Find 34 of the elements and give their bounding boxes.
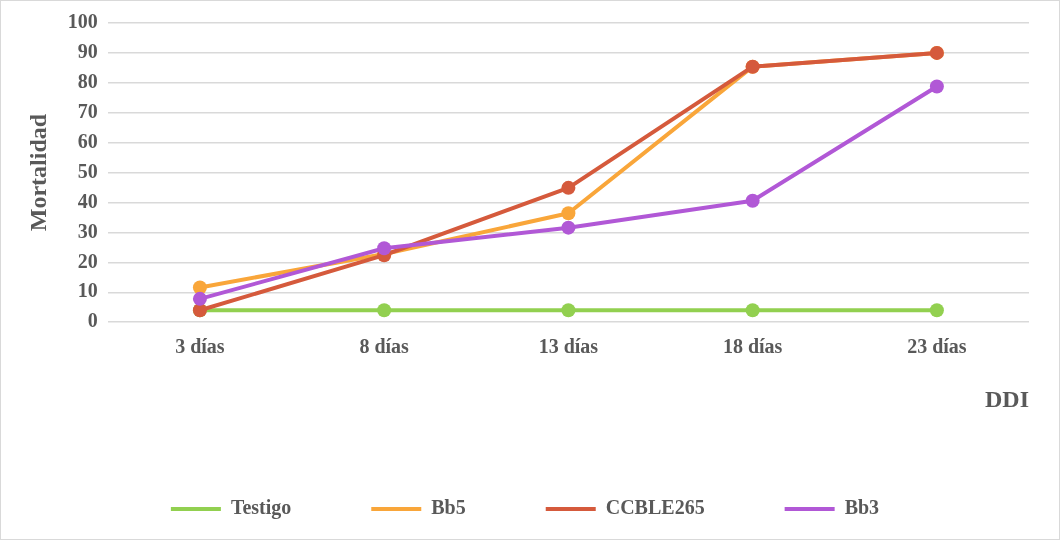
y-tick-label: 10 [77, 279, 98, 302]
x-tick-label: 23 días [907, 335, 967, 358]
y-tick-label: 20 [77, 249, 98, 272]
y-tick-label: 70 [77, 99, 98, 122]
point [929, 79, 944, 94]
x-tick-label: 13 días [538, 335, 599, 358]
y-tick-label: 50 [77, 159, 98, 182]
x-tick-label: 8 días [359, 335, 410, 358]
y-tick-label: 40 [77, 189, 98, 212]
point [192, 280, 207, 295]
legend-label: Bb5 [431, 496, 466, 519]
point [745, 193, 760, 208]
legend-label: Bb3 [844, 496, 880, 519]
y-tick-label: 30 [77, 219, 98, 242]
point [561, 220, 576, 235]
point [929, 303, 944, 318]
x-axis-title: DDI [984, 385, 1029, 412]
y-tick-label: 0 [87, 309, 98, 332]
point [192, 291, 207, 306]
point [377, 303, 392, 318]
point [377, 241, 392, 256]
y-tick-label: 80 [77, 70, 98, 93]
y-axis-title: Mortalidad [24, 113, 51, 232]
x-tick-label: 18 días [722, 335, 783, 358]
x-tick-label: 3 días [175, 335, 225, 358]
point [561, 303, 576, 318]
y-tick-label: 90 [77, 40, 98, 63]
y-tick-label: 100 [67, 10, 98, 33]
y-tick-label: 60 [77, 129, 98, 152]
legend-label: CCBLE265 [605, 496, 705, 519]
legend-label: Testigo [230, 496, 292, 520]
point [561, 180, 576, 195]
point [745, 303, 760, 318]
point [561, 206, 576, 221]
